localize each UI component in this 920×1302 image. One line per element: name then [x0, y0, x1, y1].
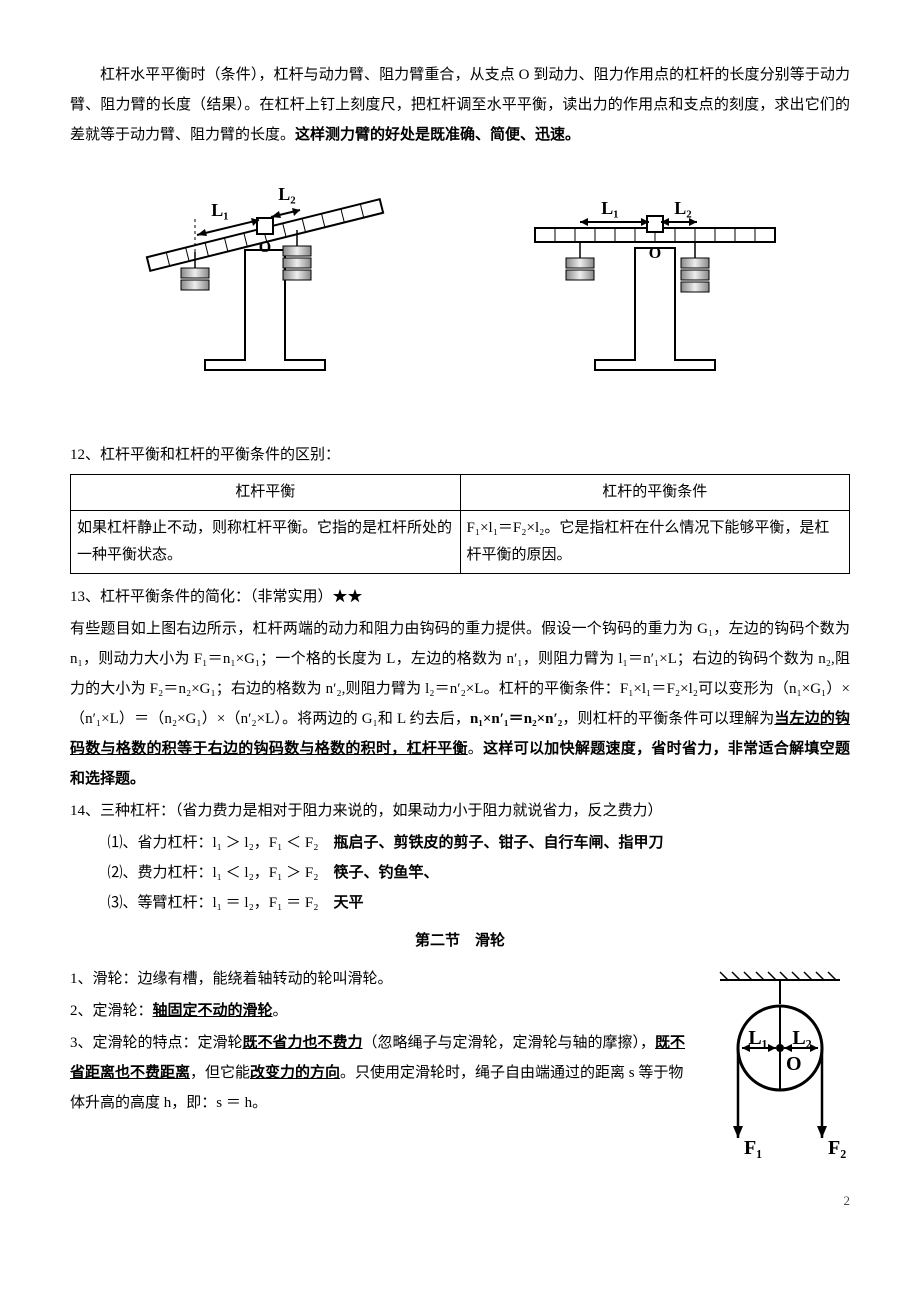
- td-condition: F₁×l₁＝F₂×l₂。它是指杠杆在什么情况下能够平衡，是杠杆平衡的原因。: [460, 511, 850, 574]
- sec14-heading: 14、三种杠杆：（省力费力是相对于阻力来说的，如果动力小于阻力就说省力，反之费力…: [70, 796, 850, 826]
- page-number: 2: [70, 1188, 850, 1214]
- sec13-heading: 13、杠杆平衡条件的简化：（非常实用）★★: [70, 582, 850, 612]
- sec13-b: n₁×n′₁＝n₂×n′₂: [470, 711, 562, 727]
- O-label-r: O: [649, 245, 661, 262]
- sec14-row2-b: 筷子、钓鱼竿、: [333, 865, 438, 881]
- lever-tilted-diagram: L₁ L₂ O: [135, 180, 395, 390]
- sec14-row1-b: 瓶启子、剪铁皮的剪子、钳子、自行车闸、指甲刀: [333, 835, 663, 851]
- sec13-c: ，则杠杆的平衡条件可以理解为: [562, 711, 774, 727]
- sec13-body: 有些题目如上图右边所示，杠杆两端的动力和阻力由钩码的重力提供。假设一个钩码的重力…: [70, 614, 850, 794]
- sec2-p3-e: ，但它能: [190, 1065, 250, 1081]
- L2-label: L₂: [278, 184, 295, 204]
- pulley-L2: L₂: [792, 1027, 811, 1049]
- sec14-row2-a: ⑵、费力杠杆：l₁ ＜ l₂，F₁ ＞ F₂: [108, 865, 334, 881]
- td-balance: 如果杠杆静止不动，则称杠杆平衡。它指的是杠杆所处的一种平衡状态。: [71, 511, 461, 574]
- sec2-p2-b: 轴固定不动的滑轮: [153, 1003, 273, 1019]
- L1-label-r: L₁: [601, 198, 618, 218]
- sec12-heading: 12、杠杆平衡和杠杆的平衡条件的区别：: [70, 440, 850, 470]
- star-icon: ★★: [333, 589, 363, 605]
- sec13-heading-text: 13、杠杆平衡条件的简化：（非常实用）: [70, 589, 333, 605]
- L2-label-r: L₂: [674, 198, 691, 218]
- th-condition: 杠杆的平衡条件: [460, 475, 850, 511]
- sec14-row3-a: ⑶、等臂杠杆：l₁ ＝ l₂，F₁ ＝ F₂: [108, 895, 334, 911]
- O-label: O: [259, 239, 271, 256]
- lever-diagrams: L₁ L₂ O: [70, 180, 850, 390]
- L1-label: L₁: [211, 200, 228, 220]
- sec2-p3-f: 改变力的方向: [250, 1065, 340, 1081]
- th-balance: 杠杆平衡: [71, 475, 461, 511]
- sec2-p2-c: 。: [273, 1003, 288, 1019]
- sec14-row3: ⑶、等臂杠杆：l₁ ＝ l₂，F₁ ＝ F₂ 天平: [108, 888, 851, 918]
- intro-paragraph: 杠杆水平平衡时（条件），杠杆与动力臂、阻力臂重合，从支点 O 到动力、阻力作用点…: [70, 60, 850, 150]
- sec14-row1: ⑴、省力杠杆：l₁ ＞ l₂，F₁ ＜ F₂ 瓶启子、剪铁皮的剪子、钳子、自行车…: [108, 828, 851, 858]
- pulley-F1: F₁: [744, 1137, 762, 1158]
- sec13-e: 。: [468, 741, 483, 757]
- intro-bold: 这样测力臂的好处是既准确、简便、迅速。: [295, 127, 580, 143]
- pulley-F2: F₂: [828, 1137, 846, 1158]
- pulley-O: O: [786, 1053, 802, 1075]
- pulley-diagram: L₁ L₂ O F₁ F₂: [700, 968, 850, 1158]
- sec2-p3-a: 3、定滑轮的特点：定滑轮: [70, 1035, 243, 1051]
- sec2-p3-b: 既不省力也不费力: [243, 1035, 363, 1051]
- pulley-L1: L₁: [748, 1027, 767, 1049]
- sec14-row1-a: ⑴、省力杠杆：l₁ ＞ l₂，F₁ ＜ F₂: [108, 835, 334, 851]
- section2-title: 第二节 滑轮: [70, 926, 850, 956]
- sec2-p3-c: （忽略绳子与定滑轮，定滑轮与轴的摩擦），: [363, 1035, 656, 1051]
- sec12-table: 杠杆平衡 杠杆的平衡条件 如果杠杆静止不动，则称杠杆平衡。它指的是杠杆所处的一种…: [70, 474, 850, 574]
- sec2-p2-a: 2、定滑轮：: [70, 1003, 153, 1019]
- sec14-row2: ⑵、费力杠杆：l₁ ＜ l₂，F₁ ＞ F₂ 筷子、钓鱼竿、: [108, 858, 851, 888]
- sec14-row3-b: 天平: [333, 895, 363, 911]
- lever-horizontal-diagram: L₁ L₂ O: [525, 180, 785, 390]
